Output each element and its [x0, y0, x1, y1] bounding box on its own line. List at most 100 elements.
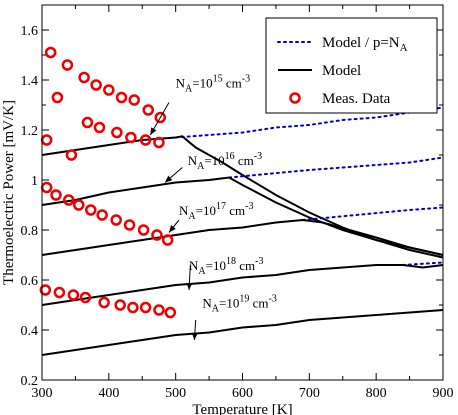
annotation-arrow-head — [164, 175, 173, 183]
model-line — [41, 218, 444, 256]
doping-label-exp: 15 — [213, 74, 223, 85]
measured-data-point — [93, 121, 106, 134]
measured-data-point — [103, 84, 115, 96]
model-p-eq-na-line — [401, 261, 444, 266]
y-tick-label: 0.8 — [21, 224, 39, 239]
y-tick-label: 1.2 — [21, 124, 39, 139]
model-line — [41, 176, 444, 256]
y-axis-label: Thermoelectric Power [mV/K] — [1, 100, 17, 285]
x-tick-label: 700 — [299, 386, 320, 401]
y-tick-label: 1 — [31, 174, 38, 189]
measured-data-point — [128, 94, 140, 106]
measured-data-point — [164, 306, 177, 319]
doping-label: NA=1019 cm-3 — [202, 294, 276, 315]
doping-label-base: N — [179, 203, 189, 218]
measured-data-point — [153, 136, 165, 149]
legend-label: Model — [322, 63, 361, 79]
y-tick-label: 1.4 — [21, 74, 39, 89]
plot-annotations: NA=1015 cm-3NA=1016 cm-3NA=1017 cm-3NA=1… — [149, 74, 277, 341]
measured-data-point — [39, 284, 52, 296]
doping-label-base: N — [189, 258, 199, 273]
doping-label-unit-exp: -3 — [245, 201, 253, 212]
measured-data-point — [137, 224, 150, 236]
measured-data-point — [123, 219, 136, 231]
measured-data-point — [98, 296, 110, 309]
doping-label-unit: cm — [235, 153, 254, 168]
measured-data-point — [139, 301, 152, 314]
doping-label: NA=1015 cm-3 — [176, 74, 250, 95]
legend: Model / p=NA Model Meas. Data — [265, 17, 438, 114]
doping-label-unit: cm — [223, 76, 242, 91]
measured-data-point — [125, 131, 137, 144]
annotation-arrow-head — [168, 225, 176, 233]
y-tick-label: 0.6 — [21, 274, 39, 289]
x-tick-label: 600 — [232, 386, 253, 401]
measured-data-point — [114, 299, 126, 311]
annotation-arrow-head — [191, 332, 198, 340]
doping-label-base: N — [188, 153, 198, 168]
measured-data-point — [110, 214, 122, 226]
axis-ticks — [41, 5, 444, 381]
x-tick-label: 800 — [366, 386, 387, 401]
x-tick-label: 300 — [32, 386, 53, 401]
y-tick-label: 0.2 — [21, 374, 39, 389]
annotation-arrow-head — [150, 127, 157, 135]
measured-data-point — [62, 194, 75, 206]
model-p-eq-na-line — [301, 206, 444, 221]
measured-data-point — [44, 46, 57, 59]
measured-data-point — [40, 181, 53, 194]
measured-data-point — [153, 304, 165, 316]
measured-data-point — [154, 111, 167, 124]
legend-label-text: Model / p=N — [322, 35, 400, 51]
doping-label-unit-exp: -3 — [269, 294, 277, 305]
doping-label-base: N — [176, 76, 186, 91]
axis-tick-labels: 300 400 500 600 700 800 900 0.2 0.4 0.6 0.8 1 1.2 1.4… — [21, 24, 454, 401]
x-tick-label: 400 — [98, 386, 119, 401]
doping-label-mid: =10 — [219, 296, 239, 311]
measured-data-point — [51, 91, 64, 104]
doping-label-mid: =10 — [204, 153, 224, 168]
model-p-eq-na-line — [174, 106, 444, 139]
measured-data-point — [50, 189, 62, 201]
measured-data-point — [142, 104, 155, 116]
measured-data-point — [61, 59, 74, 71]
doping-label: NA=1017 cm-3 — [179, 201, 253, 222]
doping-label-exp: 19 — [239, 294, 249, 305]
doping-label-sub: A — [198, 266, 206, 277]
legend-label-text: Model — [322, 63, 361, 79]
doping-label-base: N — [202, 296, 212, 311]
doping-label-mid: =10 — [196, 203, 216, 218]
y-tick-label: 1.6 — [21, 24, 39, 39]
y-tick-label: 0.4 — [21, 324, 39, 339]
model-line — [41, 264, 444, 306]
doping-label-sub: A — [197, 161, 205, 172]
annotation-arrow-head — [186, 282, 193, 290]
x-tick-label: 500 — [165, 386, 186, 401]
legend-label-sub: A — [400, 42, 408, 54]
plot-curves — [41, 106, 444, 356]
measured-data-point — [151, 229, 163, 241]
legend-swatch-marker — [289, 92, 301, 104]
model-p-eq-na-line — [228, 156, 444, 179]
doping-label-exp: 18 — [226, 256, 236, 267]
doping-label-sub: A — [212, 304, 220, 315]
x-tick-label: 900 — [433, 386, 454, 401]
legend-label: Model / p=NA — [322, 35, 408, 54]
measured-data-point — [79, 291, 92, 304]
doping-label-unit: cm — [226, 203, 245, 218]
measured-data-point — [73, 199, 85, 211]
doping-label-unit: cm — [249, 296, 268, 311]
measured-data-point — [85, 204, 97, 216]
measured-data-point — [139, 134, 152, 146]
measured-data-point — [111, 126, 123, 139]
x-axis-label: Temperature [K] — [192, 402, 292, 415]
doping-label-unit-exp: -3 — [254, 151, 262, 162]
measured-data-point — [67, 289, 80, 301]
legend-label: Meas. Data — [322, 91, 391, 107]
doping-label-exp: 17 — [216, 201, 226, 212]
measured-data-point — [53, 286, 66, 299]
doping-label-unit: cm — [236, 258, 255, 273]
doping-label: NA=1016 cm-3 — [188, 151, 262, 172]
model-line — [41, 309, 444, 356]
